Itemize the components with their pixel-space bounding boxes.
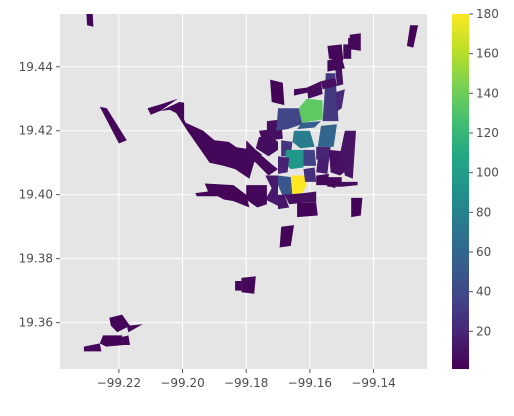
colorbar-tick-label: 120 [476, 126, 499, 140]
colorbar-tick-label: 80 [476, 205, 491, 219]
map-region [241, 276, 256, 294]
map-region [340, 130, 356, 179]
map-region [284, 149, 304, 170]
colorbar [452, 14, 469, 369]
map-region [147, 98, 178, 115]
map-region [327, 44, 344, 61]
map-region [109, 314, 130, 333]
map-region [292, 130, 315, 149]
map-region [327, 57, 345, 72]
x-tick-label: −99.14 [351, 376, 395, 390]
colorbar-tick-label: 100 [476, 166, 499, 180]
map-regions [83, 14, 419, 352]
map-region [294, 87, 309, 96]
map-region [126, 324, 143, 333]
map-region [316, 146, 331, 162]
map-region [335, 89, 345, 112]
y-tick-label: 19.44 [19, 60, 53, 74]
map-region [160, 102, 263, 179]
map-region [246, 185, 267, 208]
map-region [297, 121, 321, 130]
map-region [246, 140, 278, 176]
x-tick-label: −99.18 [224, 376, 268, 390]
colorbar-tick-label: 180 [476, 7, 499, 21]
map-region [276, 108, 304, 131]
y-tick-label: 19.36 [19, 316, 53, 330]
map-region [303, 149, 317, 166]
x-axis-ticks: −99.22 −99.20 −99.18 −99.16 −99.14 [97, 369, 396, 390]
x-tick-label: −99.20 [160, 376, 204, 390]
y-tick-label: 19.42 [19, 124, 53, 138]
y-tick-label: 19.38 [19, 252, 53, 266]
map-region [351, 197, 363, 218]
map-region [278, 175, 293, 197]
map-region [122, 335, 130, 345]
map-region [270, 79, 285, 106]
map-region [279, 225, 294, 248]
colorbar-tick-label: 60 [476, 245, 491, 259]
axes-background [60, 14, 427, 369]
map-region [86, 14, 94, 27]
map-region [290, 175, 307, 195]
map-region [83, 343, 102, 352]
map-region [343, 44, 352, 59]
map-region [324, 178, 336, 189]
colorbar-tick-label: 160 [476, 47, 499, 61]
map-region [306, 81, 323, 99]
map-region [335, 66, 344, 86]
map-region [284, 193, 304, 205]
colorbar-tick-label: 40 [476, 285, 491, 299]
map-region [348, 38, 353, 48]
map-region [265, 175, 278, 206]
map-region [303, 167, 317, 182]
y-axis-ticks: 19.36 19.38 19.40 19.42 19.44 [19, 60, 60, 330]
map-region [317, 124, 337, 147]
map-region [406, 25, 419, 48]
map-region [321, 78, 337, 90]
y-tick-label: 19.40 [19, 188, 53, 202]
map-region [298, 98, 323, 123]
x-tick-label: −99.22 [97, 376, 141, 390]
map-region [278, 194, 290, 210]
map-region [316, 159, 329, 174]
map-region [99, 106, 127, 144]
map-region [99, 335, 124, 347]
map-region [195, 183, 250, 208]
colorbar-ticks: 20 40 60 80 100 120 140 160 180 [469, 7, 499, 338]
map-region [297, 202, 318, 218]
x-tick-label: −99.16 [288, 376, 332, 390]
map-region [235, 281, 242, 291]
colorbar-tick-label: 140 [476, 86, 499, 100]
colorbar-tick-label: 20 [476, 324, 491, 338]
map-region [255, 135, 278, 157]
map-region [278, 156, 290, 174]
map-region [303, 191, 317, 203]
